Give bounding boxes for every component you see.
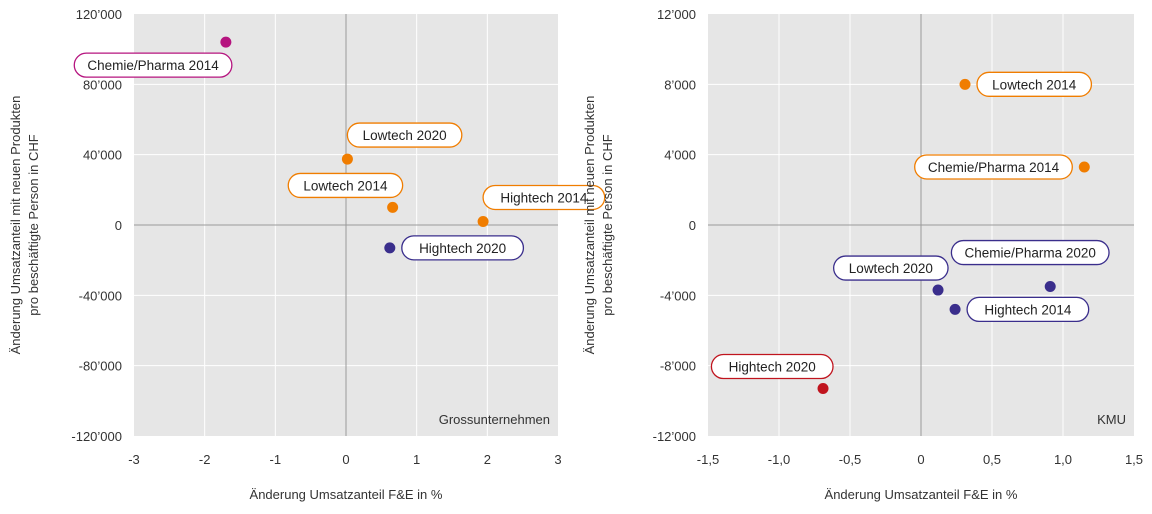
x-tick-label: 1 [413,452,420,467]
y-axis-label: Änderung Umsatzanteil mit neuen Produkte… [8,96,23,355]
point-label: Hightech 2020 [419,241,506,256]
x-tick-label: 0 [917,452,924,467]
y-tick-label: -40’000 [79,288,122,303]
point-label: Chemie/Pharma 2014 [87,58,219,73]
data-point [1044,281,1056,293]
x-axis-label: Änderung Umsatzanteil F&E in % [825,487,1018,502]
x-axis-label: Änderung Umsatzanteil F&E in % [250,487,443,502]
point-label: Chemie/Pharma 2014 [928,160,1060,175]
y-tick-label: 12’000 [657,7,696,22]
point-label-bubble [832,255,949,281]
point-label-bubble [346,122,463,148]
data-point [932,284,944,296]
x-tick-label: -2 [199,452,211,467]
y-tick-label: -12’000 [653,429,696,444]
y-tick-label: 40’000 [83,148,122,163]
x-tick-label: 2 [484,452,491,467]
x-tick-label: -1,0 [768,452,790,467]
point-label: Lowtech 2020 [849,261,933,276]
point-label: Hightech 2020 [729,360,816,375]
data-point [477,215,489,227]
x-tick-label: 1,0 [1054,452,1072,467]
y-tick-label: -8’000 [660,359,696,374]
chart-panel-2: 12’000 8’000 4’000 0 -4’000 -8’000 -12’000-1,5… [582,7,1143,502]
point-label: Hightech 2014 [500,190,588,205]
point-label: Hightech 2014 [984,302,1072,317]
x-tick-label: -3 [128,452,140,467]
y-tick-label: 4’000 [664,148,696,163]
y-tick-label: -4’000 [660,288,696,303]
y-tick-label: -80’000 [79,359,122,374]
point-label-bubble [914,154,1073,180]
y-axis-label: pro beschäftigte Person in CHF [26,134,41,315]
point-label: Chemie/Pharma 2020 [965,246,1096,261]
y-tick-label: 8’000 [664,77,696,92]
y-axis-label: pro beschäftigte Person in CHF [600,134,615,315]
x-tick-label: -0,5 [839,452,861,467]
point-label: Lowtech 2020 [363,128,447,143]
point-label-bubble [966,296,1090,323]
point-label-bubble [976,71,1093,97]
y-tick-label: 0 [115,218,122,233]
y-axis-label: Änderung Umsatzanteil mit neuen Produkte… [582,96,597,355]
x-tick-label: 0,5 [983,452,1001,467]
x-tick-label: 3 [554,452,561,467]
data-point [387,201,399,213]
point-label-bubble [710,353,834,380]
x-tick-label: -1,5 [697,452,719,467]
data-point [817,383,829,395]
y-tick-label: 80’000 [83,77,122,92]
point-label: Lowtech 2014 [992,77,1077,92]
point-label: Lowtech 2014 [303,178,388,193]
data-point [1078,161,1090,173]
x-tick-label: 0 [342,452,349,467]
point-label-bubble [401,235,525,261]
x-tick-label: -1 [270,452,282,467]
panel-corner-label: Grossunternehmen [439,412,550,427]
data-point [959,78,971,90]
y-tick-label: 120’000 [76,7,122,22]
data-point [384,242,396,254]
data-point [341,153,353,165]
y-tick-label: -120’000 [71,429,122,444]
chart-panel-1: 120’000 80’000 40’000 0 -40’000 -80’000 -120’0… [8,7,606,502]
y-tick-label: 0 [689,218,696,233]
data-point [949,303,961,315]
point-label-bubble [287,172,404,199]
point-label-bubble [482,184,606,211]
data-point [220,36,232,48]
x-tick-label: 1,5 [1125,452,1143,467]
panel-corner-label: KMU [1097,412,1126,427]
point-label-bubble [73,52,233,78]
point-label-bubble [950,239,1110,266]
